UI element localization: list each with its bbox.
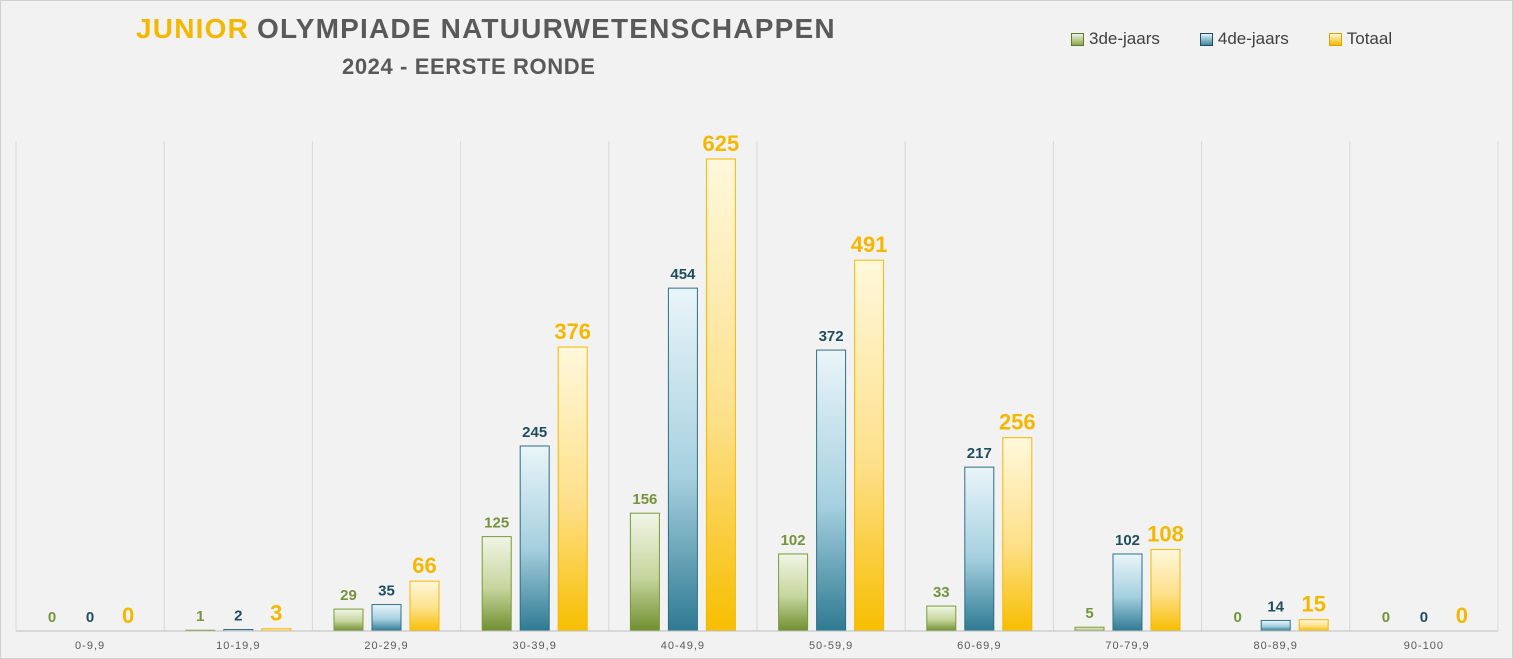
data-label-4de-jaars: 217 — [967, 445, 992, 462]
data-label-totaal: 625 — [703, 131, 740, 156]
title-accent: JUNIOR — [136, 13, 249, 44]
bar-3de-jaars — [926, 605, 957, 632]
title-main: OLYMPIADE NATUURWETENSCHAPPEN — [257, 13, 836, 44]
data-label-4de-jaars: 2 — [234, 607, 242, 624]
bar-totaal — [557, 346, 588, 632]
legend-label-4de-jaars: 4de-jaars — [1217, 29, 1289, 48]
bar-4de-jaars — [519, 445, 550, 632]
data-label-totaal: 3 — [270, 601, 282, 626]
data-label-totaal: 15 — [1301, 592, 1325, 617]
bar-4de-jaars — [667, 287, 698, 632]
bar-3de-jaars — [1074, 626, 1105, 632]
data-label-totaal: 376 — [554, 319, 591, 344]
data-label-4de-jaars: 14 — [1267, 598, 1284, 615]
bar-totaal — [854, 259, 885, 632]
legend-swatch-4de-jaars — [1199, 32, 1213, 46]
chart-title: JUNIOR OLYMPIADE NATUURWETENSCHAPPEN — [136, 13, 836, 45]
data-label-totaal: 66 — [412, 553, 436, 578]
data-label-3de-jaars: 33 — [933, 584, 950, 601]
chart-subtitle: 2024 - EERSTE RONDE — [342, 54, 596, 79]
data-label-4de-jaars: 245 — [522, 424, 547, 441]
legend-item-totaal: Totaal — [1328, 29, 1393, 49]
legend: 3de-jaars 4de-jaars Totaal — [1071, 29, 1392, 49]
data-label-totaal: 256 — [999, 410, 1036, 435]
data-label-totaal: 0 — [1456, 603, 1468, 628]
bar-totaal — [409, 580, 440, 632]
x-tick-label: 10-19,9 — [216, 640, 260, 652]
legend-label-3de-jaars: 3de-jaars — [1089, 29, 1160, 48]
bar-4de-jaars — [964, 466, 995, 632]
bar-3de-jaars — [629, 512, 660, 632]
data-label-totaal: 108 — [1147, 521, 1184, 546]
x-tick-label: 40-49,9 — [661, 640, 705, 652]
x-tick-label: 50-59,9 — [809, 640, 853, 652]
legend-swatch-totaal — [1328, 32, 1342, 46]
bar-4de-jaars — [1260, 619, 1291, 632]
data-label-3de-jaars: 102 — [781, 532, 806, 549]
x-tick-label: 30-39,9 — [513, 640, 557, 652]
data-label-3de-jaars: 156 — [632, 491, 657, 508]
data-label-4de-jaars: 102 — [1115, 532, 1140, 549]
data-label-4de-jaars: 454 — [670, 266, 696, 283]
bar-totaal — [1150, 548, 1181, 632]
data-label-totaal: 491 — [851, 232, 888, 257]
bar-3de-jaars — [333, 608, 364, 632]
legend-item-3de-jaars: 3de-jaars — [1071, 29, 1160, 49]
data-label-4de-jaars: 0 — [86, 609, 94, 626]
x-tick-label: 20-29,9 — [364, 640, 408, 652]
data-label-totaal: 0 — [122, 603, 134, 628]
data-label-3de-jaars: 0 — [1382, 609, 1390, 626]
x-tick-label: 60-69,9 — [957, 640, 1001, 652]
bar-totaal — [1002, 437, 1033, 632]
data-label-3de-jaars: 125 — [484, 515, 509, 532]
legend-item-4de-jaars: 4de-jaars — [1199, 29, 1289, 49]
data-label-3de-jaars: 1 — [196, 608, 204, 625]
x-tick-label: 80-89,9 — [1254, 640, 1298, 652]
bar-4de-jaars — [1112, 553, 1143, 632]
bar-3de-jaars — [778, 553, 809, 632]
bar-3de-jaars — [481, 536, 512, 632]
bar-4de-jaars — [371, 604, 402, 632]
data-label-4de-jaars: 35 — [378, 583, 395, 600]
x-tick-label: 0-9,9 — [75, 640, 105, 652]
data-label-3de-jaars: 5 — [1085, 605, 1093, 622]
bar-totaal — [1298, 619, 1329, 632]
data-label-3de-jaars: 0 — [48, 609, 56, 626]
data-label-3de-jaars: 0 — [1234, 609, 1242, 626]
bar-4de-jaars — [816, 349, 847, 632]
data-label-4de-jaars: 0 — [1420, 609, 1428, 626]
x-tick-label: 70-79,9 — [1105, 640, 1149, 652]
x-tick-label: 90-100 — [1404, 640, 1444, 652]
legend-label-totaal: Totaal — [1346, 29, 1393, 48]
data-label-3de-jaars: 29 — [340, 587, 357, 604]
legend-swatch-3de-jaars — [1071, 32, 1084, 46]
bar-totaal — [705, 158, 736, 632]
data-label-4de-jaars: 372 — [819, 328, 844, 345]
